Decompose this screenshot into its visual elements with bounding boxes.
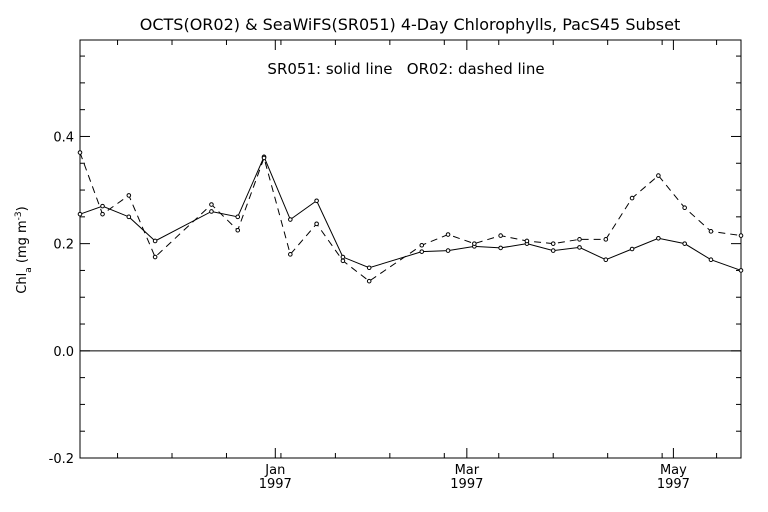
- data-point-sr051: [366, 265, 372, 271]
- data-point-or02: [126, 193, 132, 198]
- x-tick-year-label: 1997: [259, 477, 292, 492]
- data-point-sr051: [656, 235, 661, 241]
- data-point-or02: [550, 241, 556, 246]
- y-axis-label: Chla (mg m-3): [14, 206, 34, 293]
- data-point-sr051: [550, 248, 556, 253]
- data-point-or02: [100, 211, 105, 217]
- data-point-sr051: [314, 198, 319, 204]
- data-point-or02: [340, 258, 346, 264]
- data-point-sr051: [577, 245, 582, 250]
- y-tick-label: -0.2: [49, 452, 74, 467]
- data-point-or02: [235, 227, 241, 233]
- data-point-sr051: [419, 249, 425, 254]
- data-point-sr051: [126, 214, 132, 220]
- data-point-or02: [209, 202, 214, 207]
- data-point-sr051: [629, 246, 635, 252]
- data-point-or02: [577, 237, 582, 242]
- data-point-or02: [77, 150, 83, 155]
- x-tick-month-label: Mar: [455, 463, 480, 478]
- y-tick-label: 0.0: [53, 345, 74, 360]
- data-point-or02: [152, 254, 158, 260]
- data-point-sr051: [77, 211, 83, 217]
- series-line-or02: [79, 152, 742, 282]
- data-point-sr051: [498, 245, 503, 251]
- data-point-sr051: [603, 257, 609, 263]
- y-axis-label-subscript: a: [24, 267, 34, 273]
- data-point-sr051: [288, 217, 293, 222]
- x-tick-month-label: Jan: [264, 463, 285, 478]
- y-axis-label-exponent: -3: [14, 211, 24, 220]
- y-tick-label: 0.2: [53, 238, 74, 253]
- data-point-or02: [603, 237, 609, 242]
- x-tick-year-label: 1997: [450, 477, 483, 492]
- data-point-sr051: [708, 257, 714, 263]
- data-point-or02: [738, 233, 744, 238]
- y-tick-label: 0.4: [53, 130, 74, 145]
- legend-note: SR051: solid line OR02: dashed line: [267, 60, 544, 78]
- data-point-or02: [472, 241, 477, 246]
- data-point-or02: [419, 242, 425, 248]
- data-point-sr051: [100, 203, 105, 209]
- y-axis-label-units: (mg m: [15, 220, 30, 267]
- y-axis-label-close: ): [15, 206, 30, 211]
- series-line-sr051: [79, 155, 742, 271]
- data-point-or02: [682, 205, 687, 211]
- data-point-sr051: [682, 241, 687, 246]
- data-point-sr051: [445, 248, 451, 253]
- data-point-or02: [261, 155, 267, 161]
- data-point-sr051: [738, 268, 744, 273]
- data-point-or02: [288, 252, 293, 257]
- data-point-or02: [524, 238, 530, 244]
- data-point-or02: [708, 229, 714, 234]
- data-point-or02: [629, 195, 635, 201]
- x-tick-year-label: 1997: [657, 477, 690, 492]
- chart-title: OCTS(OR02) & SeaWiFS(SR051) 4-Day Chloro…: [140, 15, 680, 34]
- x-tick-month-label: May: [660, 463, 687, 478]
- data-point-or02: [445, 232, 451, 237]
- data-point-sr051: [209, 209, 214, 214]
- data-point-or02: [366, 278, 372, 284]
- series-group: [77, 150, 744, 284]
- data-point-or02: [498, 233, 503, 238]
- data-point-or02: [656, 173, 661, 178]
- data-point-or02: [314, 221, 319, 227]
- data-point-sr051: [235, 214, 241, 220]
- data-point-sr051: [152, 238, 158, 244]
- y-axis-label-main: Chl: [15, 273, 30, 294]
- plot-frame: [79, 39, 742, 459]
- data-point-sr051: [340, 254, 346, 260]
